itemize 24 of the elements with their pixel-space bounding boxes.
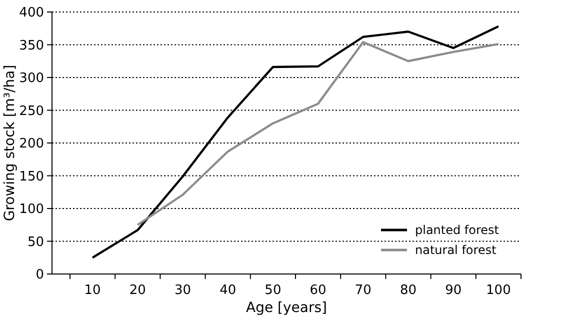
x-tick-label: 90 <box>445 283 462 298</box>
x-tick-label: 10 <box>84 283 101 298</box>
y-tick-label: 100 <box>19 202 44 218</box>
x-tick-label: 30 <box>174 283 192 298</box>
x-axis-title: Age [years] <box>246 300 327 316</box>
y-tick-label: 150 <box>19 169 44 184</box>
x-tick-label: 50 <box>264 283 282 298</box>
y-tick-label: 50 <box>27 234 44 250</box>
line-series <box>136 41 500 226</box>
legend-label: planted forest <box>415 223 500 238</box>
x-tick-label: 60 <box>310 283 326 298</box>
y-tick-label: 200 <box>19 136 44 152</box>
x-tick-label: 20 <box>129 283 146 298</box>
x-tick-label: 40 <box>220 283 236 298</box>
y-tick-label: 250 <box>19 104 44 119</box>
y-tick-label: 400 <box>19 6 44 21</box>
x-tick-label: 80 <box>400 283 417 298</box>
y-tick-label: 0 <box>36 268 44 283</box>
y-tick-label: 300 <box>19 71 44 86</box>
y-tick-label: 350 <box>19 38 44 54</box>
y-axis-title: Growing stock [m³/ha] <box>2 64 18 222</box>
x-tick-label: 70 <box>354 283 372 298</box>
legend-label: natural forest <box>415 243 497 258</box>
x-tick-label: 100 <box>486 283 511 298</box>
